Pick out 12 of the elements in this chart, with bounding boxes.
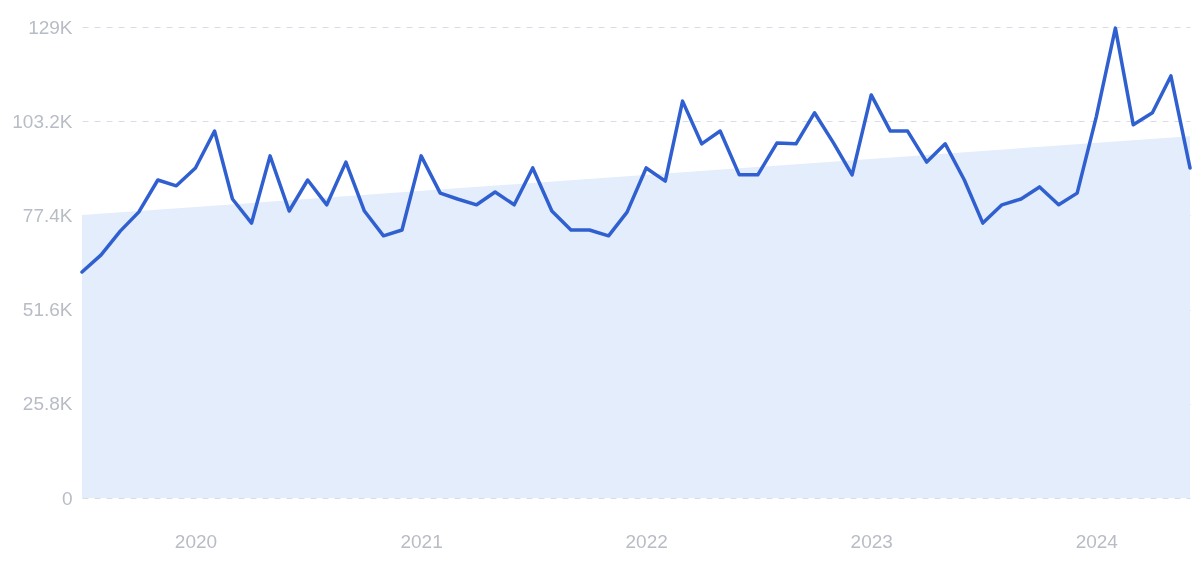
line-series [80,26,1192,274]
x-tick-label: 2024 [1075,530,1119,552]
y-tick-label: 77.4K [22,204,73,226]
y-tick-label: 129K [28,16,73,38]
x-tick-label: 2020 [174,530,218,552]
x-tick-label: 2023 [850,530,893,552]
y-tick-label: 0 [61,487,73,509]
y-tick-label: 51.6K [22,299,73,321]
y-tick-label: 25.8K [22,393,73,415]
x-tick-label: 2022 [625,530,668,552]
x-tick-label: 2021 [400,530,443,552]
y-tick-label: 103.2K [12,110,73,132]
